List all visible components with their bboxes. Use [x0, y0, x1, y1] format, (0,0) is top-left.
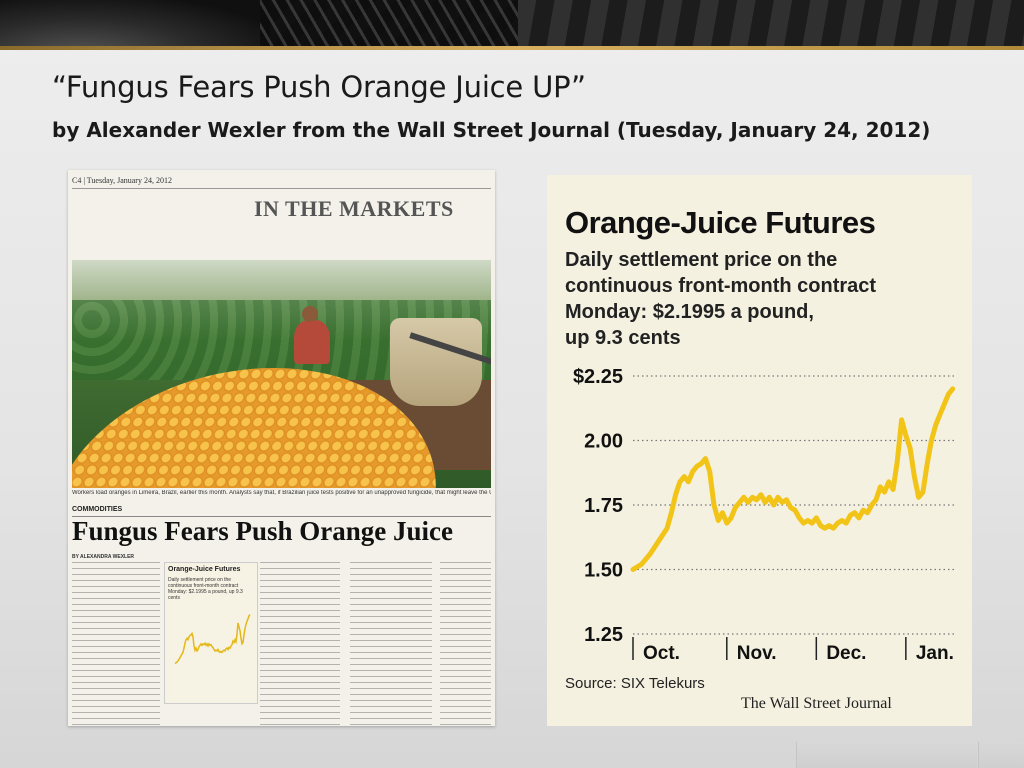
x-tick-label: Jan.	[916, 643, 954, 664]
footer-thumbnail	[978, 742, 1024, 768]
chart-subtitle: Daily settlement price on the continuous…	[565, 247, 965, 351]
header-banner	[0, 0, 1024, 46]
mini-chart-title: Orange-Juice Futures	[168, 566, 241, 573]
article-column	[260, 562, 340, 726]
x-tick-label: Nov.	[737, 643, 777, 664]
orange-juice-chart: Orange-Juice Futures Daily settlement pr…	[547, 175, 972, 726]
y-tick-label: 1.75	[584, 495, 623, 517]
tire-image-right	[518, 0, 1024, 46]
chart-source: Source: SIX Telekurs	[565, 675, 705, 692]
slide-subtitle: by Alexander Wexler from the Wall Street…	[52, 118, 931, 142]
price-series-line	[630, 386, 956, 572]
slide-title: “Fungus Fears Push Orange Juice UP”	[52, 70, 586, 104]
orange-harvest-photo	[72, 260, 491, 488]
y-tick-label: 1.50	[584, 560, 623, 582]
newspaper-page-header: C4 | Tuesday, January 24, 2012	[72, 176, 172, 185]
y-tick-label: $2.25	[573, 366, 623, 388]
mini-chart-line	[174, 614, 251, 665]
tire-image-left	[0, 0, 270, 46]
mini-chart-plot	[174, 614, 251, 665]
footer-thumbnail	[796, 742, 977, 768]
x-tick-label: Dec.	[826, 643, 866, 664]
chart-plot-area: $2.25 2.00 1.75 1.50 1.25 Oct. Nov. Dec. Jan.	[573, 366, 957, 664]
x-tick-label: Oct.	[643, 643, 680, 664]
article-column	[350, 562, 432, 726]
chart-title: Orange-Juice Futures	[565, 205, 876, 240]
banner-accent-line	[0, 46, 1024, 50]
worker-head	[302, 306, 318, 322]
harvest-bag	[390, 318, 482, 406]
newspaper-section-header: IN THE MARKETS	[254, 196, 454, 221]
article-column	[72, 562, 160, 726]
chart-subtitle-line: Daily settlement price on the	[565, 249, 838, 271]
section-rule	[72, 516, 491, 517]
article-byline: BY ALEXANDRA WEXLER	[72, 554, 135, 560]
y-tick-label: 1.25	[584, 624, 623, 646]
grille-image	[260, 0, 520, 46]
mini-chart-subtitle: Daily settlement price on the continuous…	[168, 577, 243, 601]
newspaper-headline: Fungus Fears Push Orange Juice	[72, 516, 454, 546]
section-label: COMMODITIES	[72, 506, 123, 513]
y-tick-label: 2.00	[584, 431, 623, 453]
page-header-rule	[72, 188, 491, 189]
chart-subtitle-line: Monday: $2.1995 a pound,	[565, 301, 814, 323]
mini-chart: Orange-Juice Futures Daily settlement pr…	[164, 562, 258, 704]
newspaper-clipping: C4 | Tuesday, January 24, 2012 IN THE MA…	[68, 170, 495, 726]
photo-caption: Workers load oranges in Limeira, Brazil,…	[72, 490, 491, 496]
chart-subtitle-line: continuous front-month contract	[565, 275, 877, 297]
chart-publisher: The Wall Street Journal	[741, 695, 892, 712]
chart-subtitle-line: up 9.3 cents	[565, 327, 681, 349]
article-body	[72, 562, 491, 726]
article-column	[440, 562, 491, 726]
worker-figure	[294, 320, 330, 364]
